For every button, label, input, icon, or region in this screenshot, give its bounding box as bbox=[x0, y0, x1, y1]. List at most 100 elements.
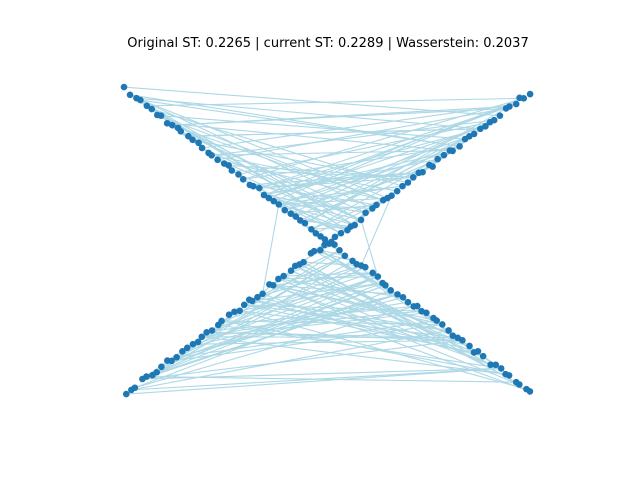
graph-node bbox=[198, 333, 206, 341]
graph-node bbox=[526, 90, 534, 98]
graph-edge bbox=[278, 249, 340, 280]
graph-edge bbox=[134, 305, 414, 389]
graph-edge bbox=[284, 119, 495, 211]
graph-edge bbox=[238, 173, 355, 226]
graph-node bbox=[281, 206, 289, 214]
graph-node bbox=[235, 171, 242, 178]
graph-edge bbox=[201, 147, 362, 221]
graph-node bbox=[409, 174, 417, 181]
graph-node bbox=[158, 363, 165, 371]
graph-edge bbox=[303, 261, 491, 366]
graph-node bbox=[300, 258, 307, 266]
graph-edge bbox=[176, 296, 404, 358]
graph-node bbox=[373, 201, 380, 209]
graph-node bbox=[361, 263, 369, 271]
graph-node bbox=[404, 298, 412, 306]
graph-node bbox=[445, 327, 452, 334]
graph-edge bbox=[188, 128, 481, 137]
graph-node bbox=[157, 112, 165, 119]
graph-node bbox=[336, 246, 343, 254]
graph-node bbox=[239, 176, 247, 183]
graph-edge bbox=[221, 272, 373, 322]
graph-edge bbox=[188, 135, 366, 214]
graph-node bbox=[120, 83, 128, 91]
graph-node bbox=[194, 338, 202, 346]
graph-edge bbox=[268, 97, 524, 199]
graph-node bbox=[168, 121, 176, 129]
graph-edge bbox=[129, 94, 460, 147]
graph-edge bbox=[360, 219, 379, 277]
graph-node bbox=[331, 233, 339, 241]
graph-edge bbox=[129, 94, 373, 209]
graph-edge bbox=[278, 203, 373, 209]
graph-edge bbox=[295, 216, 348, 231]
graph-edge bbox=[131, 329, 449, 391]
graph-node bbox=[275, 201, 283, 208]
graph-node bbox=[310, 247, 318, 255]
graph-edge bbox=[249, 184, 377, 206]
graph-node bbox=[474, 347, 482, 355]
graph-node bbox=[260, 191, 268, 199]
graph-node bbox=[388, 192, 395, 200]
graph-node bbox=[280, 272, 287, 280]
graph-node bbox=[487, 361, 494, 369]
graph-node bbox=[122, 390, 130, 398]
graph-node bbox=[387, 287, 395, 294]
graph-edge bbox=[176, 319, 437, 358]
graph-node bbox=[439, 321, 446, 328]
graph-edge bbox=[146, 284, 386, 378]
graph-edge bbox=[283, 275, 470, 347]
graph-node bbox=[399, 182, 406, 190]
graph-node bbox=[143, 373, 150, 380]
graph-node bbox=[326, 240, 333, 247]
graph-node bbox=[214, 156, 221, 164]
graph-node bbox=[382, 281, 389, 289]
graph-node bbox=[153, 368, 161, 376]
graph-node bbox=[236, 307, 243, 315]
graph-node bbox=[351, 221, 358, 229]
graph-node bbox=[137, 96, 144, 104]
graph-edge bbox=[257, 255, 346, 298]
graph-node bbox=[208, 327, 216, 334]
graph-edge bbox=[146, 97, 524, 107]
edge-layer bbox=[123, 86, 531, 395]
graph-edge bbox=[273, 97, 524, 202]
graph-node bbox=[337, 229, 345, 237]
graph-node bbox=[183, 344, 191, 352]
graph-node bbox=[173, 353, 180, 361]
graph-node bbox=[419, 168, 426, 176]
graph-node bbox=[225, 311, 233, 319]
graph-node bbox=[126, 91, 134, 99]
graph-node bbox=[179, 348, 186, 355]
graph-edge bbox=[303, 261, 520, 385]
graph-edge bbox=[171, 282, 383, 362]
graph-edge bbox=[311, 154, 445, 230]
graph-node bbox=[393, 187, 401, 195]
graph-edge bbox=[278, 203, 342, 234]
graph-node bbox=[429, 163, 436, 170]
graph-node bbox=[369, 269, 377, 277]
graph-edge bbox=[201, 336, 458, 339]
graph-edge bbox=[262, 293, 531, 392]
graph-node bbox=[470, 130, 478, 138]
graph-edge bbox=[134, 289, 391, 389]
graph-node bbox=[492, 361, 500, 369]
graph-node bbox=[225, 162, 233, 169]
graph-edge bbox=[157, 114, 384, 201]
graph-node bbox=[449, 332, 457, 339]
graph-node bbox=[168, 357, 175, 365]
graph-node bbox=[231, 308, 238, 316]
graph-edge bbox=[201, 336, 506, 375]
graph-node bbox=[321, 241, 328, 249]
graph-node bbox=[265, 194, 273, 202]
graph-node bbox=[292, 213, 300, 220]
graph-node bbox=[413, 302, 421, 310]
graph-node bbox=[496, 112, 504, 119]
graph-node bbox=[459, 337, 466, 344]
graph-node bbox=[131, 384, 139, 392]
graph-node bbox=[301, 219, 309, 227]
graph-edge bbox=[217, 107, 507, 161]
graph-node bbox=[308, 226, 315, 233]
graph-node bbox=[399, 293, 407, 301]
